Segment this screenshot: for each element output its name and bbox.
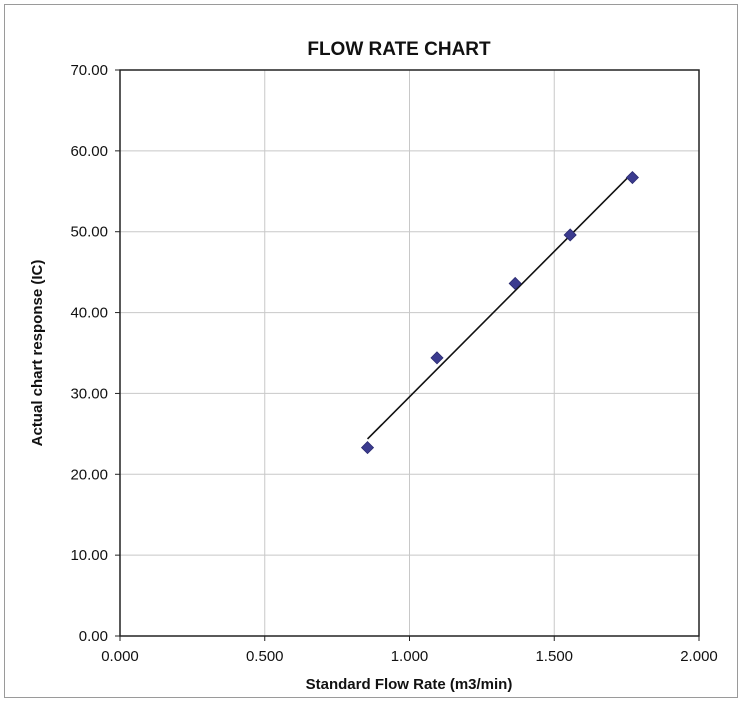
y-tick-label: 10.00 <box>70 547 108 564</box>
y-tick-label: 20.00 <box>70 466 108 483</box>
data-point-diamond <box>625 170 639 185</box>
y-tick-label: 70.00 <box>70 62 108 79</box>
linear-trendline <box>366 172 633 440</box>
y-tick-label: 0.00 <box>79 628 108 645</box>
chart-title: FLOW RATE CHART <box>307 39 491 60</box>
y-tick-label: 40.00 <box>70 305 108 322</box>
data-point-diamond <box>508 276 522 291</box>
x-tick-label: 0.500 <box>246 648 284 665</box>
x-tick-label: 1.000 <box>391 648 429 665</box>
x-tick-label: 1.500 <box>535 648 573 665</box>
data-point-diamond <box>563 228 577 242</box>
y-tick-label: 50.00 <box>70 224 108 241</box>
data-points <box>360 170 639 455</box>
y-axis-title: Actual chart response (IC) <box>29 260 46 447</box>
data-point-diamond <box>430 351 444 365</box>
x-tick-label: 0.000 <box>101 648 139 665</box>
y-tick-label: 60.00 <box>70 143 108 160</box>
x-tick-label: 2.000 <box>680 648 718 665</box>
grid-lines <box>120 70 699 636</box>
x-axis-title: Standard Flow Rate (m3/min) <box>306 676 513 693</box>
axis-ticks: 0.00 10.00 20.00 30.00 40.00 50.00 60.00 70.00 0… <box>70 62 717 665</box>
data-point-diamond <box>360 441 375 455</box>
chart-frame <box>4 4 738 698</box>
trendline-layer <box>366 172 633 440</box>
y-tick-label: 30.00 <box>70 385 108 402</box>
